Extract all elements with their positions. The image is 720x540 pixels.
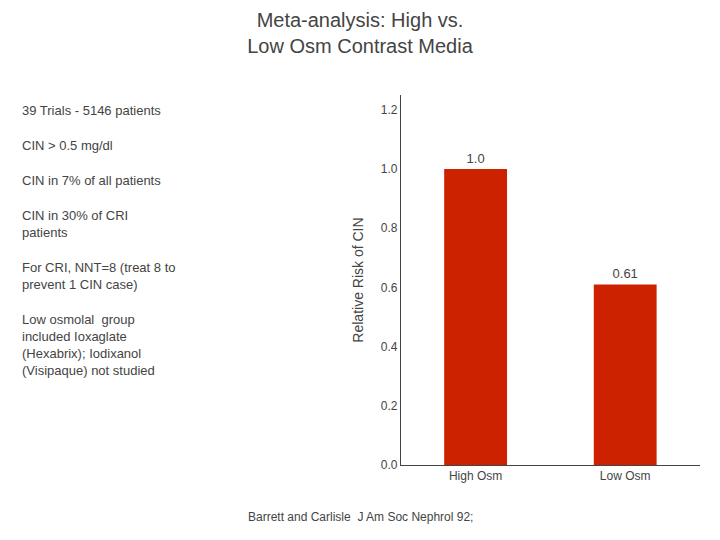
svg-text:39 Trials - 5146 patients: 39 Trials - 5146 patients: [22, 103, 161, 118]
svg-text:0.2: 0.2: [381, 399, 398, 413]
svg-text:Relative Risk of CIN: Relative Risk of CIN: [350, 217, 366, 342]
svg-text:Low Osm: Low Osm: [600, 469, 651, 483]
svg-text:0.61: 0.61: [613, 266, 638, 281]
svg-text:0.4: 0.4: [381, 340, 398, 354]
svg-text:1.2: 1.2: [381, 103, 398, 117]
svg-text:High Osm: High Osm: [449, 469, 502, 483]
svg-text:For CRI, NNT=8 (treat 8 toprev: For CRI, NNT=8 (treat 8 toprevent 1 CIN …: [22, 260, 176, 292]
svg-text:1.0: 1.0: [381, 162, 398, 176]
svg-text:0.0: 0.0: [381, 458, 398, 472]
svg-text:0.8: 0.8: [381, 221, 398, 235]
svg-text:CIN > 0.5 mg/dl: CIN > 0.5 mg/dl: [22, 138, 113, 153]
svg-text:Barrett and Carlisle J Am Soc: Barrett and Carlisle J Am Soc Nephrol 92…: [248, 510, 473, 524]
svg-text:CIN in 7% of all patients: CIN in 7% of all patients: [22, 173, 161, 188]
svg-text:0.6: 0.6: [381, 281, 398, 295]
svg-text:Meta-analysis: High vs.Low Osm: Meta-analysis: High vs.Low Osm Contrast …: [247, 9, 474, 57]
svg-text:Low osmolal groupincluded Iox: Low osmolal groupincluded Ioxaglate(Hexa…: [22, 312, 155, 378]
svg-text:1.0: 1.0: [467, 151, 485, 166]
svg-text:CIN in 30% of CRIpatients: CIN in 30% of CRIpatients: [22, 208, 128, 240]
